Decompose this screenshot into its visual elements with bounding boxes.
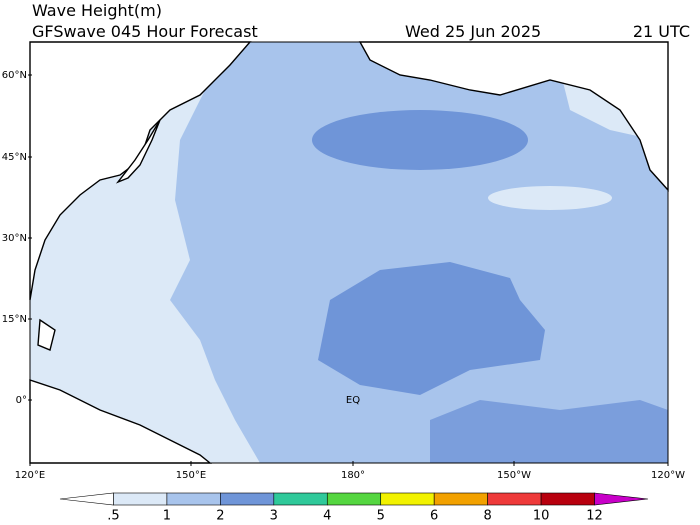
rough-region xyxy=(312,110,528,170)
colorbar-label: 4 xyxy=(323,509,331,524)
colorbar-label: 8 xyxy=(483,509,491,524)
colorbar-label: 5 xyxy=(377,509,385,524)
calm-region xyxy=(488,186,612,210)
rough-region xyxy=(430,400,668,463)
colorbar-label: 1 xyxy=(163,509,171,524)
lat-label: 15°N xyxy=(2,314,27,325)
colorbar-segment xyxy=(433,492,488,506)
colorbar-segment xyxy=(113,492,168,506)
lon-label: 120°W xyxy=(651,470,685,481)
colorbar-segment xyxy=(380,492,435,506)
colorbar-segment xyxy=(326,492,382,506)
map-frame xyxy=(29,41,669,464)
lon-label: 120°E xyxy=(15,470,45,481)
title: Wave Height(m) xyxy=(32,1,162,20)
lat-label: 30°N xyxy=(2,233,27,244)
time: 21 UTC xyxy=(633,22,690,41)
lat-label: 60°N xyxy=(2,70,27,81)
subtitle: GFSwave 045 Hour Forecast xyxy=(32,22,258,41)
land-philippines xyxy=(37,318,56,351)
colorbar-label: .5 xyxy=(107,509,119,524)
rough-region xyxy=(318,262,545,395)
colorbar-label: 10 xyxy=(533,509,550,524)
land-japan xyxy=(115,119,161,184)
colorbar-under xyxy=(59,492,114,506)
colorbar-label: 6 xyxy=(430,509,438,524)
colorbar-segment xyxy=(166,492,221,506)
colorbar-segment xyxy=(273,492,328,506)
lon-label: 180° xyxy=(341,470,365,481)
colorbar-segment xyxy=(487,492,542,506)
land-north-america xyxy=(358,41,669,192)
date: Wed 25 Jun 2025 xyxy=(405,22,541,41)
lon-label: 150°W xyxy=(497,470,531,481)
colorbar-segment xyxy=(220,492,275,506)
lon-label: 150°E xyxy=(176,470,206,481)
lat-label: 0° xyxy=(16,395,27,406)
colorbar-segment xyxy=(540,492,595,506)
colorbar-label: 3 xyxy=(270,509,278,524)
colorbar-label: 12 xyxy=(586,509,603,524)
lat-label: 45°N xyxy=(2,152,27,163)
colorbar-label: 2 xyxy=(216,509,224,524)
colorbar-over xyxy=(594,492,649,506)
equator-label: EQ xyxy=(346,395,360,406)
map-area: EQ xyxy=(29,41,669,464)
